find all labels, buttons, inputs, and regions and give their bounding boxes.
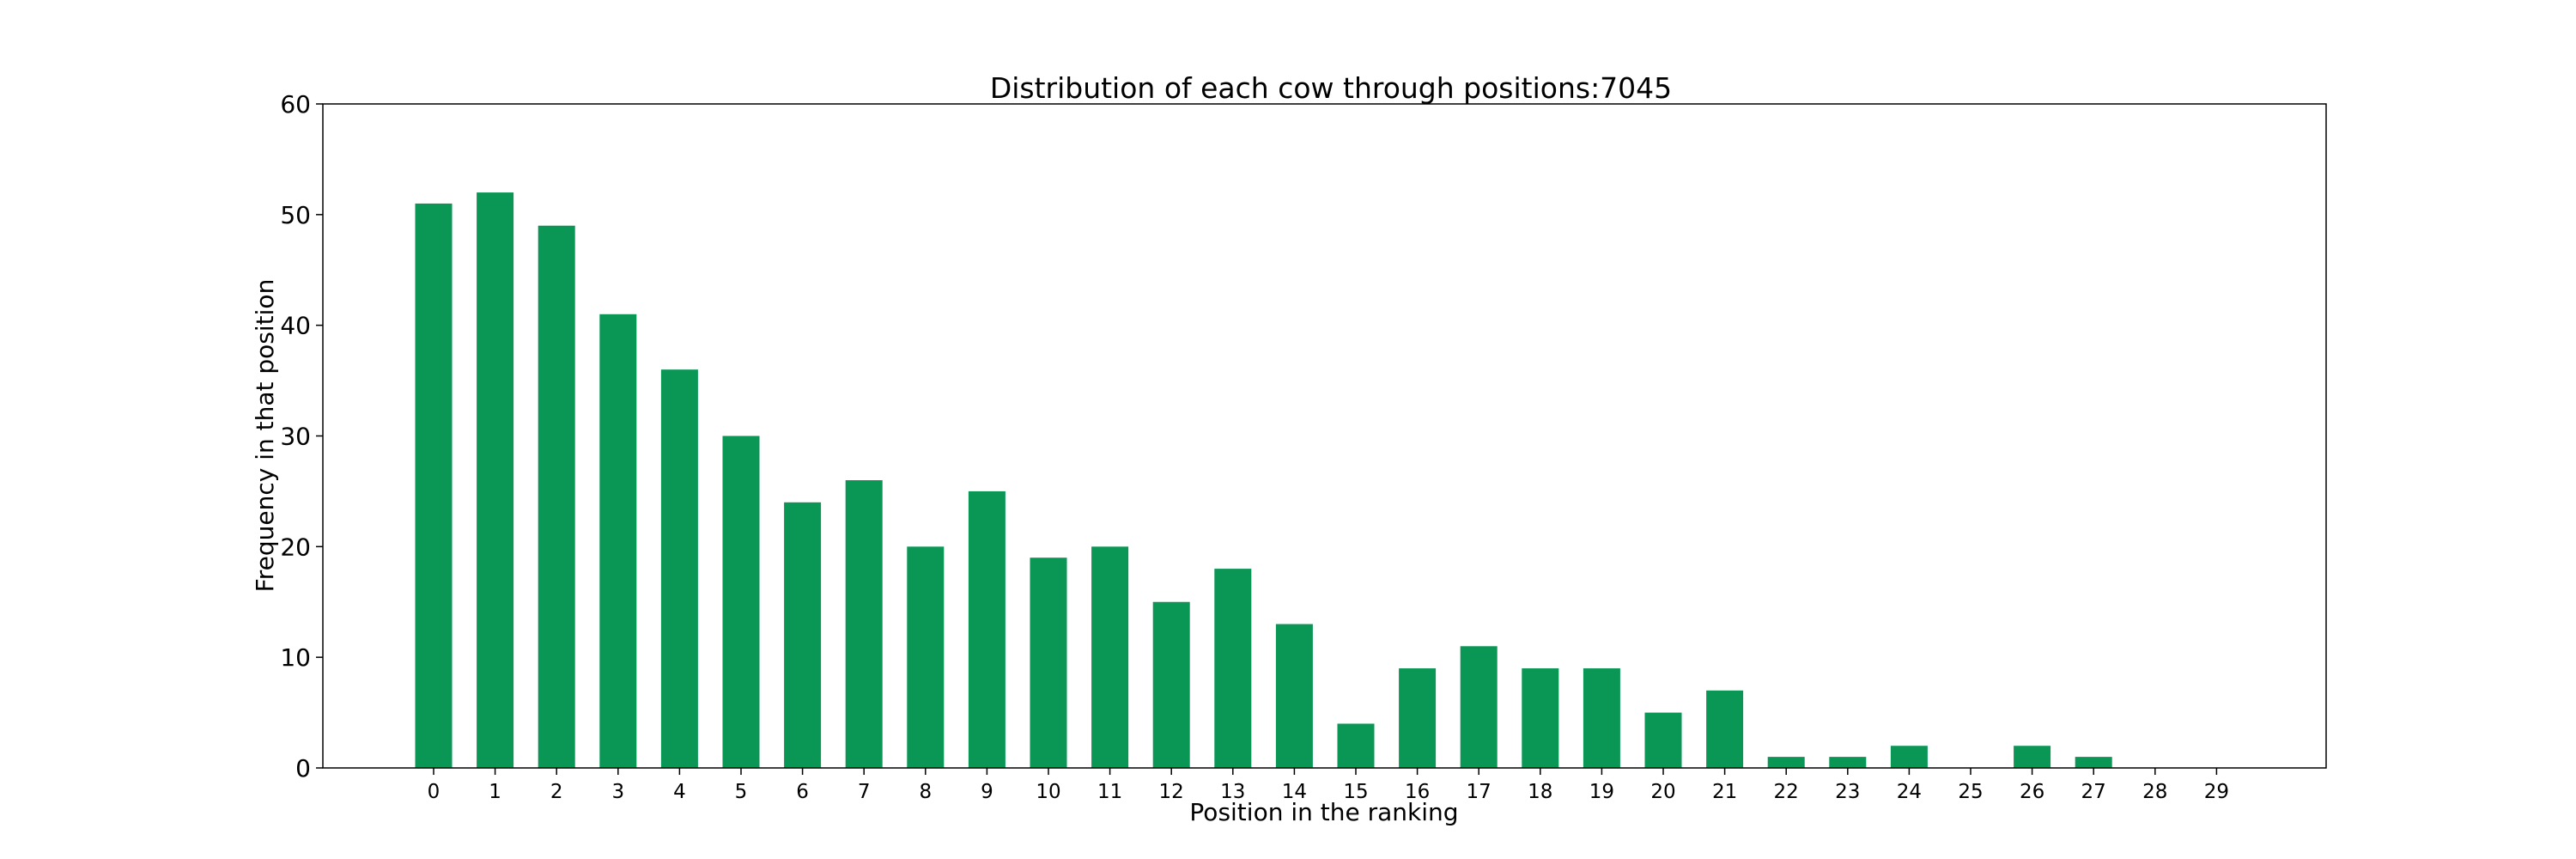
bar-21 — [1706, 690, 1744, 768]
bar-15 — [1337, 723, 1375, 768]
bar-5 — [722, 436, 760, 768]
y-tick-label-40: 40 — [280, 312, 311, 340]
x-tick-label-14: 14 — [1282, 781, 1307, 803]
x-tick-label-25: 25 — [1958, 781, 1983, 803]
bar-13 — [1214, 569, 1252, 768]
y-tick-label-60: 60 — [280, 90, 311, 119]
y-tick-label-0: 0 — [295, 754, 311, 783]
bar-24 — [1890, 746, 1928, 768]
bar-8 — [907, 546, 945, 768]
x-tick-label-12: 12 — [1159, 781, 1184, 803]
bar-0 — [415, 203, 453, 768]
y-tick-label-30: 30 — [280, 423, 311, 451]
y-tick-label-20: 20 — [280, 533, 311, 561]
x-tick-label-15: 15 — [1343, 781, 1368, 803]
x-tick-label-21: 21 — [1712, 781, 1737, 803]
bar-4 — [660, 369, 698, 768]
x-tick-label-28: 28 — [2142, 781, 2167, 803]
x-tick-label-2: 2 — [550, 781, 563, 803]
x-tick-label-1: 1 — [489, 781, 501, 803]
chart-title: Distribution of each cow through positio… — [990, 71, 1672, 105]
bar-17 — [1460, 646, 1498, 768]
x-tick-label-9: 9 — [981, 781, 993, 803]
x-tick-label-29: 29 — [2204, 781, 2229, 803]
x-tick-label-24: 24 — [1897, 781, 1922, 803]
x-tick-label-3: 3 — [611, 781, 624, 803]
x-tick-label-16: 16 — [1405, 781, 1430, 803]
x-axis-label: Position in the ranking — [1189, 798, 1458, 826]
x-tick-label-7: 7 — [858, 781, 871, 803]
x-tick-label-17: 17 — [1467, 781, 1492, 803]
bar-19 — [1583, 668, 1620, 768]
bar-7 — [845, 480, 883, 768]
x-tick-label-22: 22 — [1774, 781, 1799, 803]
y-tick-label-50: 50 — [280, 201, 311, 229]
bar-2 — [538, 225, 575, 769]
bars-group — [415, 192, 2112, 769]
bar-9 — [968, 490, 1005, 768]
y-axis: 0 10 20 30 40 50 60 — [280, 90, 323, 783]
x-tick-label-11: 11 — [1097, 781, 1122, 803]
bar-27 — [2075, 757, 2112, 768]
bar-20 — [1644, 712, 1682, 768]
x-tick-label-23: 23 — [1835, 781, 1860, 803]
bar-16 — [1399, 668, 1437, 768]
bar-12 — [1152, 601, 1190, 768]
bar-22 — [1767, 757, 1805, 768]
bar-26 — [2014, 746, 2051, 768]
x-tick-label-18: 18 — [1528, 781, 1552, 803]
bar-6 — [784, 502, 822, 768]
bar-23 — [1829, 757, 1867, 768]
bar-10 — [1030, 557, 1067, 768]
bar-1 — [477, 192, 514, 768]
x-tick-label-0: 0 — [428, 781, 440, 803]
x-tick-label-27: 27 — [2081, 781, 2106, 803]
x-tick-label-13: 13 — [1220, 781, 1245, 803]
bar-18 — [1522, 668, 1559, 768]
x-tick-label-26: 26 — [2020, 781, 2044, 803]
x-tick-label-5: 5 — [735, 781, 748, 803]
x-axis: 0 1 2 3 4 5 6 7 8 9 10 11 12 13 14 15 16 17 18 19 20 21 22 23 24… — [428, 768, 2229, 803]
y-tick-label-10: 10 — [280, 643, 311, 672]
x-tick-label-10: 10 — [1036, 781, 1060, 803]
y-axis-label: Frequency in that position — [251, 279, 279, 593]
x-tick-label-4: 4 — [673, 781, 686, 803]
x-tick-label-6: 6 — [796, 781, 809, 803]
x-tick-label-19: 19 — [1589, 781, 1614, 803]
x-tick-label-20: 20 — [1650, 781, 1675, 803]
x-tick-label-8: 8 — [919, 781, 932, 803]
bar-14 — [1275, 624, 1313, 768]
bar-11 — [1091, 546, 1129, 768]
bar-3 — [599, 314, 637, 768]
